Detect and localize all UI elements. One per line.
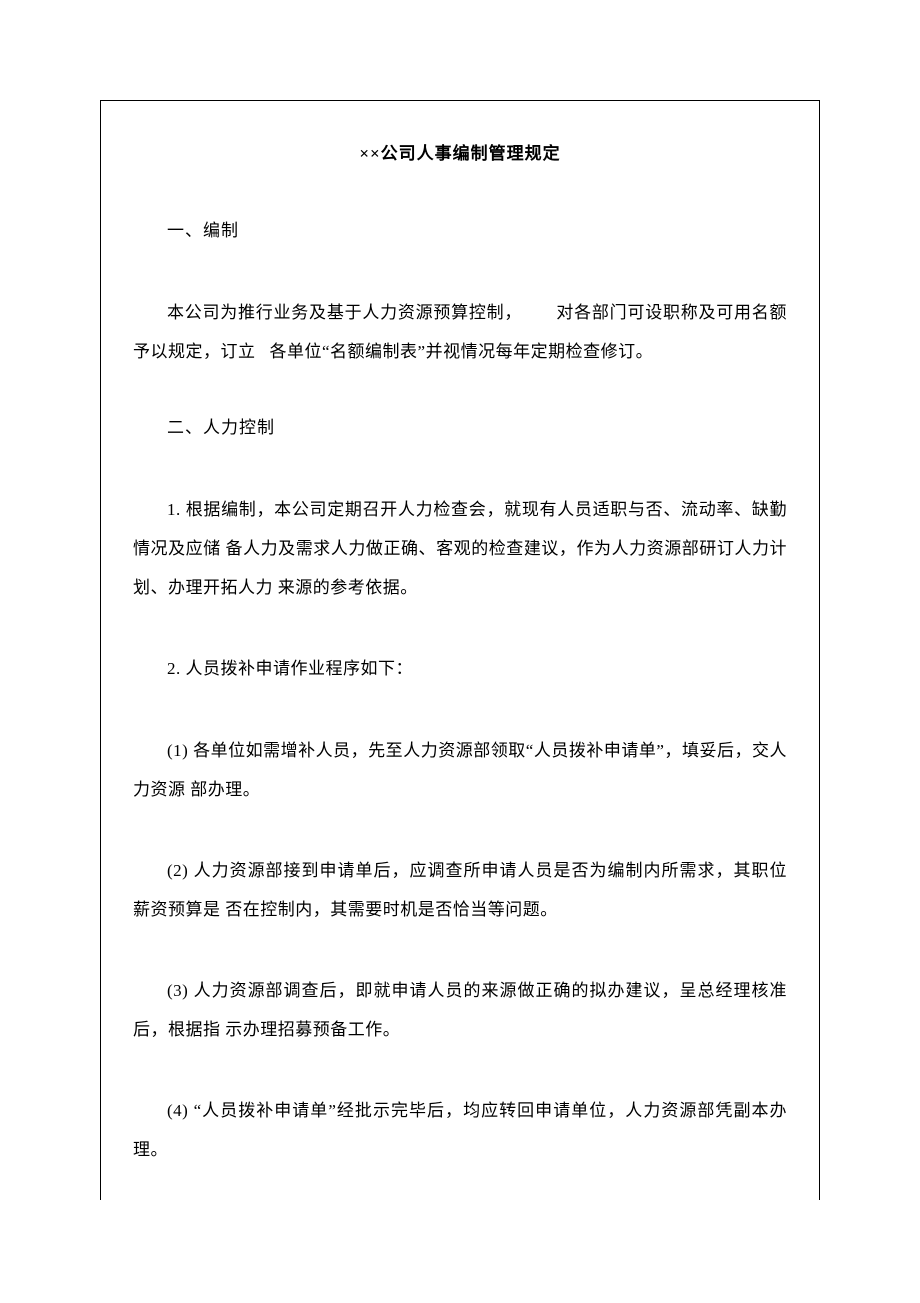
section-2-heading: 二、人力控制 [133, 413, 787, 438]
section-1-paragraph-1: 本公司为推行业务及基于人力资源预算控制，对各部门可设职称及可用名额予以规定，订立… [133, 293, 787, 371]
text-fragment: 本公司为推行业务及基于人力资源预算控制， [167, 303, 522, 322]
document-frame: ××公司人事编制管理规定 一、编制 本公司为推行业务及基于人力资源预算控制，对各… [100, 100, 820, 1200]
section-2-paragraph-5: (3) 人力资源部调查后，即就申请人员的来源做正确的拟办建议，呈总经理核准后，根… [133, 971, 787, 1049]
section-2-paragraph-2: 2. 人员拨补申请作业程序如下： [133, 649, 787, 688]
section-1-heading: 一、编制 [133, 216, 787, 241]
section-2-paragraph-4: (2) 人力资源部接到申请单后，应调查所申请人员是否为编制内所需求，其职位薪资预… [133, 851, 787, 929]
section-2-paragraph-6: (4) “人员拨补申请单”经批示完毕后，均应转回申请单位，人力资源部凭副本办理。 [133, 1091, 787, 1169]
document-title: ××公司人事编制管理规定 [133, 139, 787, 164]
section-2-paragraph-3: (1) 各单位如需增补人员，先至人力资源部领取“人员拨补申请单”，填妥后，交人力… [133, 731, 787, 809]
text-fragment: 各单位“名额编制表”并视情况每年定期检查修订。 [270, 342, 654, 361]
section-2-paragraph-1: 1. 根据编制，本公司定期召开人力检查会，就现有人员适职与否、流动率、缺勤情况及… [133, 490, 787, 607]
